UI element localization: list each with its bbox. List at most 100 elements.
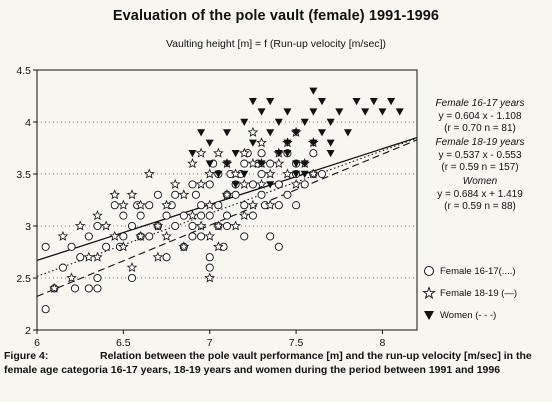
legend-item-female-16-17: Female 16-17(....) xyxy=(422,260,542,282)
point-triangle xyxy=(300,160,309,168)
point-star xyxy=(273,158,285,169)
point-triangle xyxy=(326,118,335,126)
point-circle xyxy=(240,159,249,168)
point-triangle xyxy=(223,129,231,137)
point-circle xyxy=(266,159,275,168)
point-star xyxy=(135,199,146,210)
point-star xyxy=(178,189,190,200)
point-triangle xyxy=(395,108,404,116)
point-circle xyxy=(41,305,50,314)
point-star xyxy=(195,220,207,231)
figure-caption: Figure 4: Relation between the pole vault… xyxy=(4,350,549,377)
point-star xyxy=(204,168,215,179)
point-circle xyxy=(171,190,180,199)
point-circle xyxy=(283,190,292,199)
tick-label-x: 6.5 xyxy=(116,337,131,349)
point-triangle xyxy=(214,170,223,178)
point-triangle xyxy=(274,150,283,158)
point-circle xyxy=(266,232,275,241)
point-circle xyxy=(205,180,214,189)
point-triangle xyxy=(292,170,301,178)
point-star xyxy=(230,220,241,231)
point-circle xyxy=(197,211,206,220)
point-star xyxy=(247,158,259,169)
point-star xyxy=(221,189,233,200)
point-circle xyxy=(145,201,154,210)
point-triangle xyxy=(361,108,370,116)
point-circle xyxy=(93,221,102,231)
point-star xyxy=(144,168,155,179)
point-star xyxy=(213,220,224,231)
point-circle xyxy=(76,253,85,262)
point-triangle xyxy=(300,118,309,126)
point-circle xyxy=(257,169,266,179)
point-circle xyxy=(274,180,283,189)
point-star xyxy=(204,272,215,283)
chart-subtitle: Vaulting height [m] = f (Run-up velocity… xyxy=(165,38,387,50)
annotation-heading: Female 16-17 years xyxy=(435,98,525,109)
point-triangle xyxy=(292,129,301,137)
point-circle xyxy=(102,242,111,251)
point-circle xyxy=(171,221,180,231)
regression-line-1 xyxy=(36,136,418,262)
point-triangle xyxy=(318,98,326,106)
point-triangle xyxy=(231,150,240,158)
annotation-stats: (r = 0.70 n = 81) xyxy=(444,123,516,134)
caption-label: Figure 4: xyxy=(4,350,49,362)
point-circle xyxy=(93,273,102,283)
point-circle xyxy=(67,242,76,251)
point-circle xyxy=(197,232,206,241)
point-star xyxy=(187,158,198,169)
tick-label-y: 2.5 xyxy=(16,273,31,285)
point-triangle xyxy=(240,118,249,126)
point-circle xyxy=(70,284,80,293)
point-circle xyxy=(41,242,50,251)
point-triangle xyxy=(352,98,361,106)
point-triangle xyxy=(292,160,301,168)
point-circle xyxy=(248,211,257,220)
point-triangle xyxy=(387,98,396,106)
legend-item-female-18-19: Female 18-19 (—) xyxy=(422,282,542,304)
point-triangle xyxy=(197,129,206,137)
plot-frame xyxy=(36,69,418,331)
point-circle xyxy=(214,201,223,210)
annotation-equation: y = 0.604 x - 1.108 xyxy=(438,110,522,122)
annotation-women: Women y = 0.684 x + 1.419 (r = 0.59 n = … xyxy=(420,176,540,214)
point-triangle xyxy=(266,129,275,137)
point-circle xyxy=(110,201,119,210)
annotation-female-16-17: Female 16-17 years y = 0.604 x - 1.108 (… xyxy=(420,98,540,136)
point-triangle xyxy=(309,139,318,147)
point-circle xyxy=(257,190,266,199)
annotation-stats: (r = 0.59 n = 157) xyxy=(441,162,519,173)
point-circle xyxy=(222,211,232,220)
annotation-female-18-19: Female 18-19 years y = 0.537 x - 0.553 (… xyxy=(420,137,540,175)
tick-label-y: 3.5 xyxy=(16,169,31,181)
point-circle xyxy=(119,232,128,241)
point-triangle xyxy=(274,118,283,126)
point-triangle xyxy=(343,129,352,137)
point-circle xyxy=(222,221,232,231)
tick-label-x: 7.5 xyxy=(289,337,304,349)
point-triangle xyxy=(231,181,240,189)
point-star xyxy=(239,178,250,189)
point-triangle xyxy=(257,108,266,116)
point-star xyxy=(109,230,120,241)
point-circle xyxy=(84,284,93,293)
point-star xyxy=(92,210,103,221)
point-circle xyxy=(188,221,197,231)
annotation-heading: Female 18-19 years xyxy=(435,137,525,148)
point-circle xyxy=(309,149,318,158)
point-circle xyxy=(136,211,145,220)
legend-label: Female 16-17(....) xyxy=(440,265,516,277)
point-circle xyxy=(205,253,214,262)
point-triangle xyxy=(248,98,257,106)
tick-label-x: 7 xyxy=(207,337,213,349)
legend-label: Women (- - -) xyxy=(440,309,497,321)
point-triangle xyxy=(300,170,309,178)
point-star xyxy=(100,220,112,231)
point-circle xyxy=(188,232,197,241)
point-triangle xyxy=(223,160,231,168)
point-circle xyxy=(127,273,137,283)
point-star xyxy=(178,241,190,252)
